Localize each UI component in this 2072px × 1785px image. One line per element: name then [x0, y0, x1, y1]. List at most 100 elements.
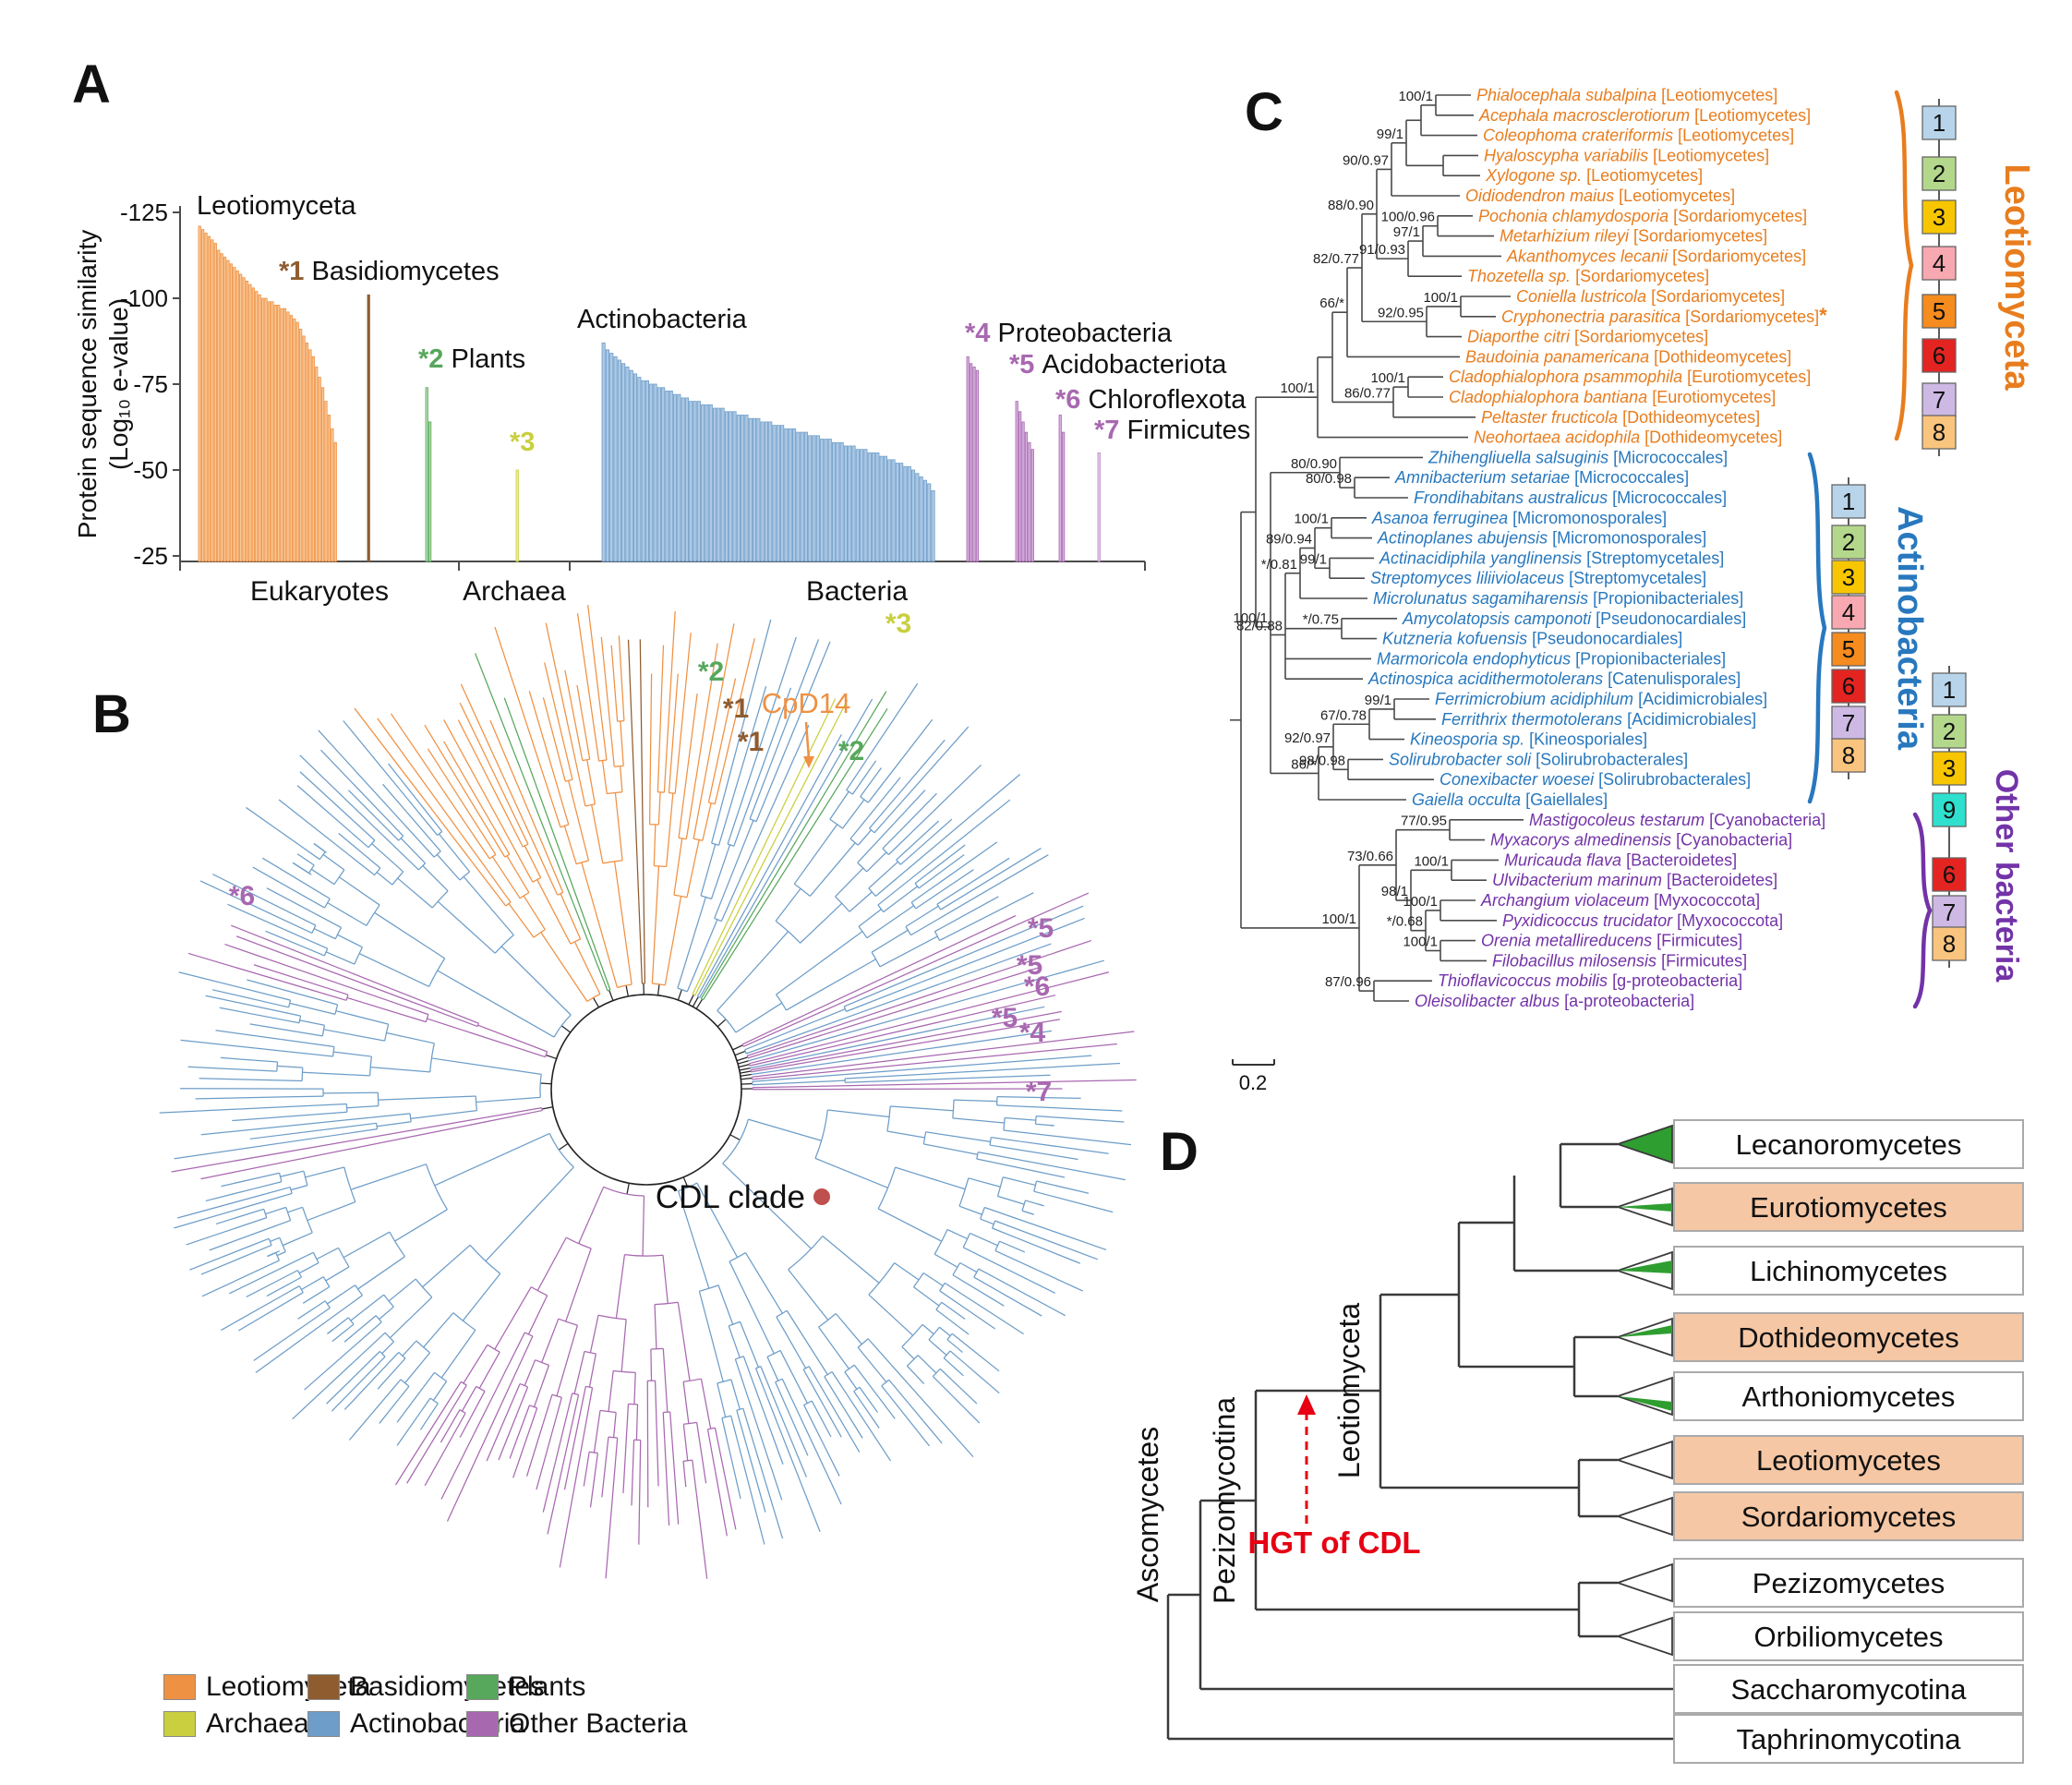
panel-a-letter: A: [72, 54, 111, 115]
gene-box-number: 6: [1943, 861, 1956, 888]
support-value: 100/1: [1398, 89, 1433, 104]
support-value: 80/0.98: [1306, 471, 1352, 487]
species-label: Archangium violaceum [Myxococcota]: [1480, 891, 1760, 910]
bar: [1062, 431, 1066, 562]
collapsed-clade-triangle: [1615, 1496, 1673, 1537]
bar: [267, 301, 271, 562]
class-label: Arthoniomycetes: [1742, 1381, 1956, 1413]
bar: [223, 256, 227, 562]
species-label: Oleisolibacter albus [a-proteobacteria]: [1415, 992, 1694, 1010]
species-label: Gaiella occulta [Gaiellales]: [1412, 790, 1608, 809]
bar: [815, 435, 820, 562]
bars-plants: [425, 387, 432, 562]
gene-box: [1831, 669, 1866, 704]
support-value: 100/1: [1233, 610, 1268, 626]
legend-swatch: [163, 1674, 196, 1700]
support-value: 99/1: [1365, 693, 1391, 708]
clade-sector-plants: [475, 653, 614, 1001]
class-box: [1673, 1119, 2024, 1169]
clade-annotation: *6 Chloroflexota: [1055, 385, 1247, 415]
clade-annotation: *4 Proteobacteria: [965, 319, 1173, 348]
clade-sector-archaea: [688, 698, 849, 1006]
bar: [741, 415, 745, 562]
support-value: 100/1: [1321, 911, 1356, 927]
green-subclade-wedge: [1618, 1325, 1672, 1337]
collapsed-clade-triangle: [1615, 1562, 1673, 1603]
clade-sector-basidiomycetes: [627, 639, 646, 995]
bar: [242, 277, 246, 562]
clade-sector-actinobacteria: [739, 1006, 1045, 1071]
bar: [629, 369, 633, 562]
class-box: [1673, 1664, 2024, 1714]
class-label: Sordariomycetes: [1741, 1501, 1957, 1533]
bar: [922, 479, 927, 562]
clade-sector-plants: [695, 691, 888, 1009]
bar: [681, 397, 685, 562]
bar: [720, 407, 725, 562]
gene-box: [1932, 857, 1967, 892]
species-label: Amnibacterium setariae [Micrococcales]: [1394, 468, 1689, 487]
bar: [863, 449, 868, 562]
star-annotation: *5: [1028, 913, 1054, 944]
support-value: 82/0.77: [1313, 251, 1359, 267]
gene-box: [1831, 560, 1866, 595]
clade-sector-other_bacteria: [738, 971, 1110, 1068]
species-label: Hyaloscypha variabilis [Leotiomycetes]: [1484, 146, 1769, 164]
bar: [729, 411, 733, 562]
pezizomycotina-label: Pezizomycotina: [1208, 1397, 1241, 1604]
class-box: [1673, 1558, 2024, 1608]
bar: [875, 452, 880, 562]
bar: [286, 311, 290, 562]
species-label: Amycolatopsis camponoti [Pseudonocardial…: [1402, 609, 1746, 628]
clade-brace: [1807, 452, 1827, 804]
gene-box-number: 2: [1943, 718, 1956, 745]
species-label: Asanoa ferruginea [Micromonosporales]: [1371, 509, 1667, 527]
bars-firmicutes: [1097, 452, 1101, 562]
species-label: Peltaster fructicola [Dothideomycetes]: [1481, 408, 1760, 427]
bar: [644, 380, 649, 562]
bar: [233, 267, 236, 562]
bar: [860, 449, 864, 562]
species-label: Baudoinia panamericana [Dothideomycetes]: [1465, 347, 1791, 366]
bar: [827, 439, 832, 562]
support-value: 77/0.95: [1401, 814, 1447, 829]
hgt-label: HGT of CDL: [1248, 1526, 1421, 1560]
bar: [899, 463, 904, 562]
bar: [293, 318, 296, 562]
green-subclade-wedge: [1618, 1260, 1672, 1273]
support-value: 67/0.78: [1320, 707, 1367, 723]
species-label: Akanthomyces lecanii [Sordariomycetes]: [1506, 247, 1806, 265]
bar: [665, 391, 669, 562]
species-label: Phialocephala subalpina [Leotiomycetes]: [1476, 86, 1777, 104]
clade-sector-other_bacteria: [394, 1183, 737, 1579]
bar: [820, 439, 825, 562]
bar: [724, 411, 729, 562]
bar: [972, 366, 976, 562]
star-annotation: *6: [1024, 971, 1050, 1002]
bar: [324, 401, 328, 562]
species-label: Neohortaea acidophila [Dothideomycetes]: [1474, 428, 1782, 447]
bars-proteobacteria: [966, 356, 980, 562]
panel-a-bar-chart: -125 -100 -75 -50 -25 Eukaryotes Archaea Bacter…: [73, 191, 1250, 607]
bar: [895, 463, 899, 562]
gene-box-number: 5: [1842, 635, 1855, 663]
gene-box: [1921, 156, 1957, 191]
bars-leotiomyceta: [198, 225, 337, 562]
bar: [271, 301, 274, 562]
bar: [248, 283, 252, 562]
bar: [764, 421, 768, 562]
clade-group-label-actinobacteria: Actinobacteria: [1890, 506, 1929, 751]
support-value: */0.81: [1261, 557, 1297, 573]
species-label: Kineosporia sp. [Kineosporiales]: [1410, 730, 1647, 749]
bars-archaea: [515, 469, 519, 562]
clade-sector-leotiomyceta: [494, 605, 632, 997]
bar: [641, 380, 645, 562]
bar: [601, 342, 606, 562]
scale-bar: 0.2: [1232, 1059, 1275, 1094]
clade-sector-other_bacteria: [732, 892, 1090, 1051]
gene-box-number: 6: [1842, 672, 1855, 700]
support-value: 73/0.66: [1347, 849, 1393, 864]
bar: [970, 363, 973, 562]
star-annotation: *1: [723, 693, 749, 724]
support-value: 100/1: [1280, 380, 1315, 396]
